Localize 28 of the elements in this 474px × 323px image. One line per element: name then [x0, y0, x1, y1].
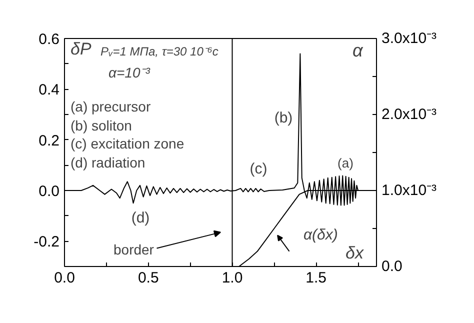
annotation: (b): [274, 110, 293, 126]
y2-tick-label: 1.0x10⁻³: [382, 182, 437, 199]
y2-axis-title: α: [352, 40, 364, 60]
x-tick-label: 0.0: [54, 270, 75, 286]
annotation: Pᵥ=1 МПа, τ=30 10⁻⁶с: [100, 44, 218, 58]
annotation: α(δx): [304, 226, 338, 244]
annotation: (a): [338, 156, 354, 170]
y-tick-label: 0.6: [38, 31, 60, 48]
y-axis-title: δP: [70, 40, 92, 58]
annotation: (d): [131, 210, 150, 226]
annotation: (c) excitation zone: [70, 136, 184, 152]
annotation: (c): [250, 160, 268, 178]
y2-tick-label: 0.0: [382, 258, 402, 275]
annotation: (a) precursor: [70, 98, 151, 114]
annotation: (b) soliton: [70, 118, 132, 134]
y2-tick-label: 2.0x10⁻³: [382, 106, 437, 123]
x-tick-label: 0.5: [138, 270, 159, 286]
y-tick-label: 0.0: [38, 183, 60, 200]
x-axis-title: δx: [346, 244, 364, 262]
x-tick-label: 1.5: [306, 270, 327, 286]
annotation: border: [114, 242, 154, 258]
x-tick-label: 1.0: [222, 270, 243, 286]
annotation: (d) radiation: [70, 154, 146, 170]
y2-tick-label: 3.0x10⁻³: [382, 30, 437, 47]
y-tick-label: -0.2: [34, 234, 60, 251]
y-tick-label: 0.2: [38, 132, 60, 150]
y-tick-label: 0.4: [38, 82, 60, 99]
annotation: α=10⁻³: [108, 64, 150, 80]
